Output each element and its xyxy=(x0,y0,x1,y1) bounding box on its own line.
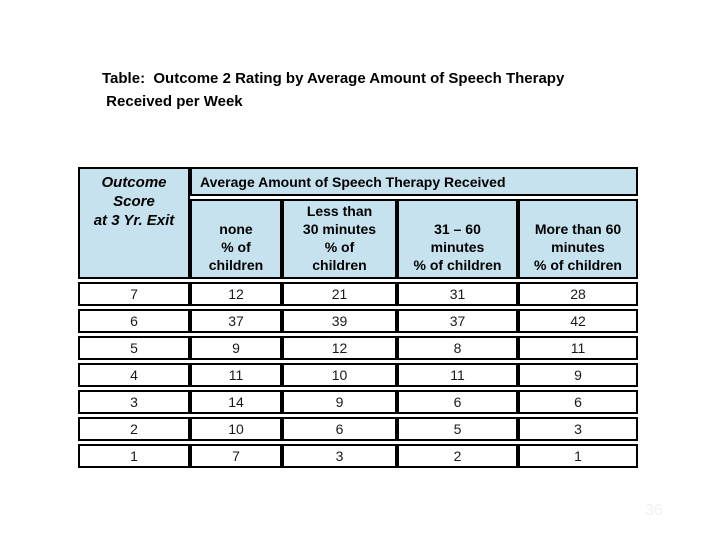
cell-outcome-score: 1 xyxy=(78,444,190,468)
cell-outcome-score: 4 xyxy=(78,363,190,387)
cell-outcome-score: 3 xyxy=(78,390,190,414)
table-cell: 9 xyxy=(282,390,397,414)
table-cell: 11 xyxy=(518,336,638,360)
table-cell: 39 xyxy=(282,309,397,333)
table-cell: 12 xyxy=(282,336,397,360)
table-cell: 9 xyxy=(518,363,638,387)
table-cell: 1 xyxy=(518,444,638,468)
table-row: 2 10 6 5 3 xyxy=(78,417,638,441)
table-row: 1 7 3 2 1 xyxy=(78,444,638,468)
table-cell: 28 xyxy=(518,282,638,306)
table-cell: 21 xyxy=(282,282,397,306)
table-cell: 6 xyxy=(282,417,397,441)
cell-outcome-score: 7 xyxy=(78,282,190,306)
table-cell: 10 xyxy=(282,363,397,387)
page-number: 36 xyxy=(645,502,663,519)
table-cell: 3 xyxy=(282,444,397,468)
table-cell: 8 xyxy=(397,336,518,360)
table-cell: 6 xyxy=(397,390,518,414)
table-cell: 2 xyxy=(397,444,518,468)
table-cell: 10 xyxy=(190,417,282,441)
table-cell: 12 xyxy=(190,282,282,306)
table-cell: 3 xyxy=(518,417,638,441)
column-header-none: none % of children xyxy=(190,199,282,279)
table-cell: 7 xyxy=(190,444,282,468)
table-cell: 31 xyxy=(397,282,518,306)
header-row-columns: none % of children Less than 30 minutes … xyxy=(78,199,638,279)
table-cell: 6 xyxy=(518,390,638,414)
cell-outcome-score: 2 xyxy=(78,417,190,441)
table-row: 5 9 12 8 11 xyxy=(78,336,638,360)
table-cell: 14 xyxy=(190,390,282,414)
table-cell: 5 xyxy=(397,417,518,441)
table-cell: 11 xyxy=(397,363,518,387)
table-row: 6 37 39 37 42 xyxy=(78,309,638,333)
column-header-less-than-30: Less than 30 minutes % of children xyxy=(282,199,397,279)
outcome-rating-table: Outcome Score at 3 Yr. Exit Average Amou… xyxy=(78,164,638,471)
table-row: 4 11 10 11 9 xyxy=(78,363,638,387)
page-title: Table: Outcome 2 Rating by Average Amoun… xyxy=(102,70,565,110)
table-row: 7 12 21 31 28 xyxy=(78,282,638,306)
column-header-more-than-60: More than 60 minutes % of children xyxy=(518,199,638,279)
table-cell: 11 xyxy=(190,363,282,387)
header-outcome-score: Outcome Score at 3 Yr. Exit xyxy=(78,167,190,279)
table-cell: 37 xyxy=(397,309,518,333)
table-row: 3 14 9 6 6 xyxy=(78,390,638,414)
header-therapy-received: Average Amount of Speech Therapy Receive… xyxy=(190,167,638,196)
cell-outcome-score: 5 xyxy=(78,336,190,360)
table-cell: 9 xyxy=(190,336,282,360)
header-row-group: Outcome Score at 3 Yr. Exit Average Amou… xyxy=(78,167,638,279)
column-header-31-60: 31 – 60 minutes % of children xyxy=(397,199,518,279)
table-cell: 37 xyxy=(190,309,282,333)
table-cell: 42 xyxy=(518,309,638,333)
cell-outcome-score: 6 xyxy=(78,309,190,333)
